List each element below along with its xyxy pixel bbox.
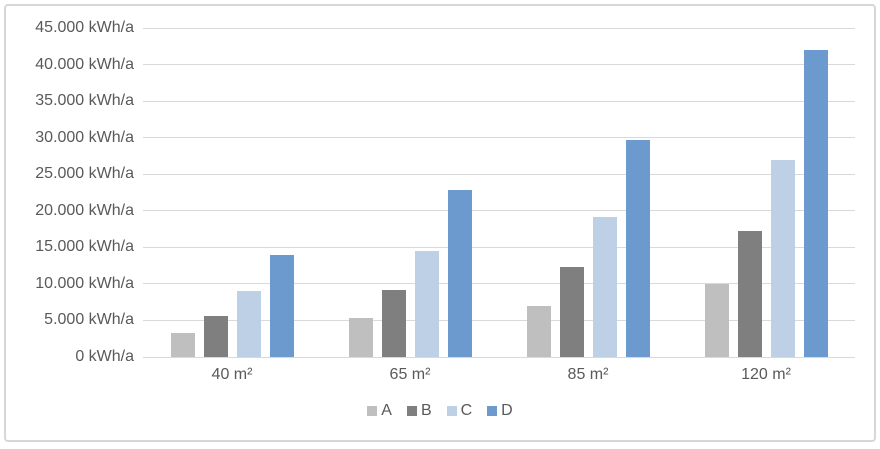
gridline-15000	[143, 246, 855, 248]
bar-A-85m²	[526, 305, 551, 357]
bar-B-120m²	[737, 231, 762, 357]
legend-swatch-B	[406, 406, 417, 416]
legend-item-C: C	[446, 402, 473, 420]
y-tick-label: 20.000 kWh/a	[35, 201, 134, 219]
bar-C-85m²	[592, 216, 617, 357]
legend-item-A: A	[367, 402, 392, 420]
bar-groups	[143, 28, 855, 357]
legend-item-D: D	[487, 402, 513, 420]
y-tick-label: 45.000 kWh/a	[35, 19, 134, 36]
bar-C-120m²	[770, 160, 795, 357]
x-axis-label: 40 m²	[211, 366, 253, 383]
gridline-5000	[143, 319, 855, 321]
legend-label: D	[501, 402, 513, 419]
legend-label: B	[420, 402, 432, 419]
y-tick-label: 15.000 kWh/a	[35, 238, 134, 256]
legend-label: A	[381, 402, 392, 419]
x-axis-label: 85 m²	[567, 366, 609, 383]
bar-A-65m²	[348, 317, 373, 357]
y-tick-label: 5.000 kWh/a	[44, 311, 134, 329]
x-axis-label: 65 m²	[389, 366, 431, 383]
y-tick-label: 10.000 kWh/a	[35, 274, 134, 292]
legend: A B C D	[6, 402, 874, 420]
bar-D-40m²	[269, 254, 294, 357]
bar-D-65m²	[447, 190, 472, 357]
bar-A-40m²	[170, 332, 195, 357]
legend-swatch-A	[367, 406, 378, 416]
y-tick-label: 25.000 kWh/a	[35, 165, 134, 183]
y-tick-label: 0 kWh/a	[75, 348, 134, 365]
bar-group-85m²	[499, 28, 677, 357]
chart-frame: 0 kWh/a 5.000 kWh/a 10.000 kWh/a 15.000 kWh…	[4, 4, 876, 442]
legend-label: C	[460, 402, 473, 419]
y-tick-label: 35.000 kWh/a	[35, 92, 134, 110]
bar-D-85m²	[625, 139, 650, 357]
y-tick-label: 40.000 kWh/a	[35, 55, 134, 73]
bar-A-120m²	[704, 283, 729, 357]
gridline-30000	[143, 137, 855, 139]
x-axis-label: 120 m²	[741, 366, 791, 383]
bar-B-40m²	[203, 316, 228, 357]
gridline-25000	[143, 173, 855, 175]
y-tick-label: 30.000 kWh/a	[35, 128, 134, 146]
plot-area	[143, 27, 855, 358]
legend-swatch-C	[446, 406, 457, 416]
gridline-20000	[143, 210, 855, 212]
bar-D-120m²	[803, 49, 828, 357]
gridline-45000	[143, 27, 855, 29]
bar-B-65m²	[381, 289, 406, 357]
x-axis: 40 m² 65 m² 85 m² 120 m²	[143, 366, 855, 384]
legend-item-B: B	[406, 402, 432, 420]
legend-swatch-D	[487, 406, 498, 416]
bar-B-85m²	[559, 267, 584, 357]
bar-group-65m²	[321, 28, 499, 357]
gridline-40000	[143, 64, 855, 66]
bar-C-40m²	[236, 291, 261, 357]
bar-group-40m²	[143, 28, 321, 357]
gridline-10000	[143, 283, 855, 285]
gridline-35000	[143, 100, 855, 102]
bar-group-120m²	[677, 28, 855, 357]
gridline-0	[143, 356, 855, 358]
bar-C-65m²	[414, 251, 439, 357]
